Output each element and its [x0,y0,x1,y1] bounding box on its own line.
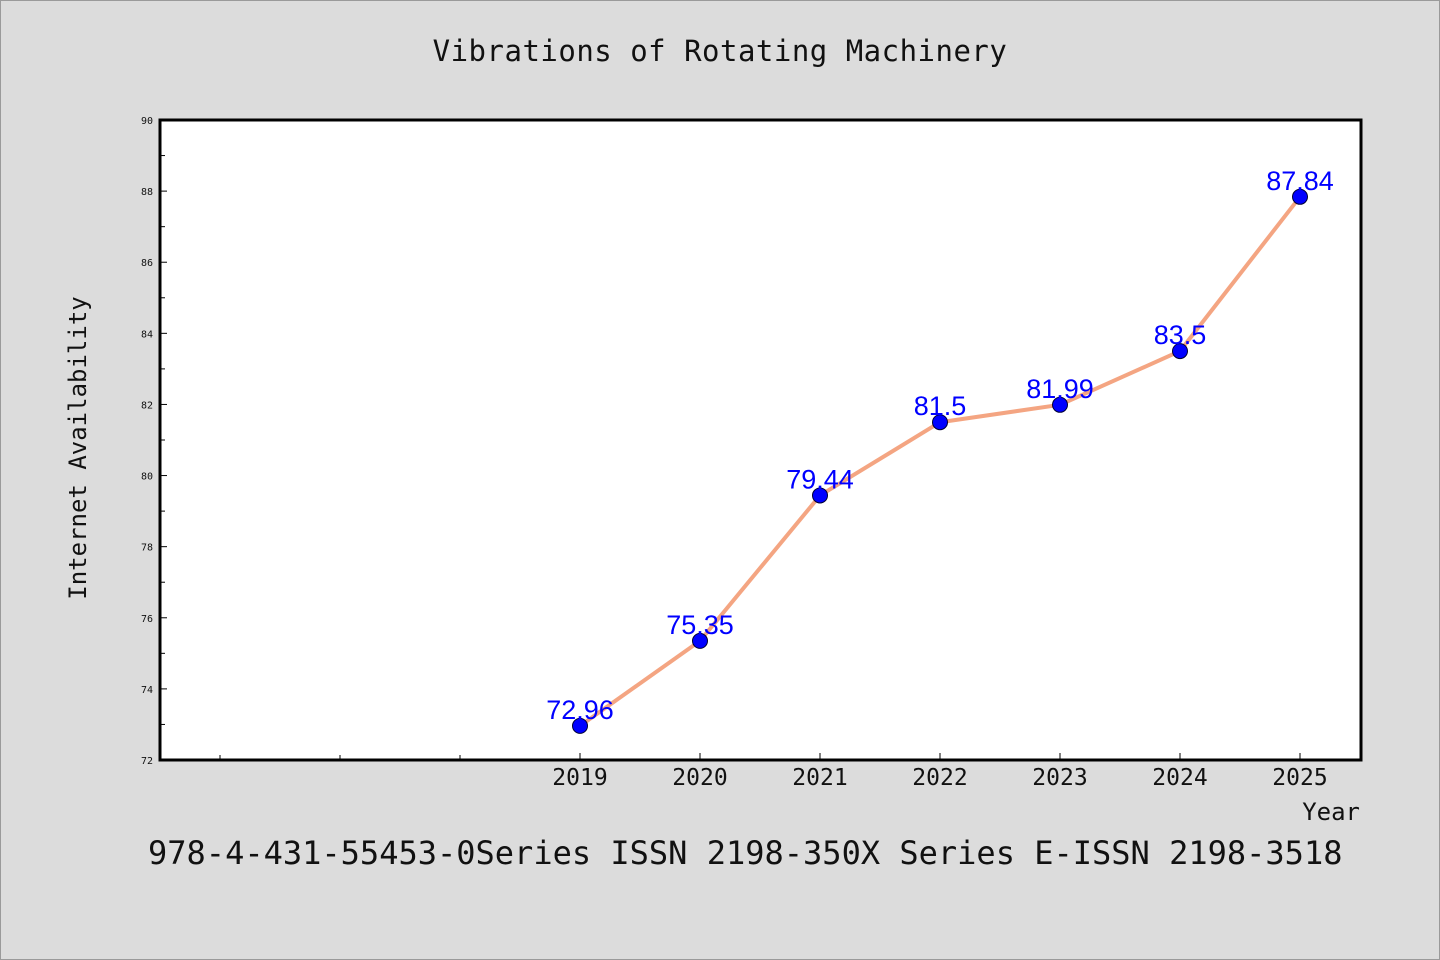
data-label: 81.99 [1026,374,1094,404]
data-point [692,632,708,649]
y-tick-label: 88 [141,187,153,198]
x-tick-label: 2021 [792,765,847,791]
data-label: 75.35 [666,610,734,640]
data-label: 72.96 [546,695,614,725]
data-label: 81.5 [914,391,967,421]
x-tick-label: 2020 [672,765,727,791]
y-tick-label: 84 [141,329,153,340]
data-point [1052,396,1068,413]
y-tick-label: 86 [141,258,153,269]
data-markers [572,188,1308,734]
chart-title: Vibrations of Rotating Machinery [432,34,1008,68]
y-tick-label: 76 [141,614,153,625]
y-tick-label: 82 [141,400,153,411]
y-tick-label: 72 [141,756,153,767]
x-tick-label: 2025 [1272,765,1327,791]
x-axis: 2019 2020 2021 2022 2023 2024 2025 [219,753,1328,791]
data-point [932,414,948,431]
data-label: 83.5 [1154,320,1207,350]
data-point [812,487,828,504]
plot-area [158,118,1363,762]
x-tick-label: 2023 [1032,765,1087,791]
data-point [572,717,588,734]
y-axis: 72 74 76 78 80 82 84 86 88 90 [141,116,167,767]
data-point [1172,343,1188,360]
data-point [1292,188,1308,205]
y-tick-label: 78 [141,543,153,554]
y-tick-label: 74 [141,685,153,696]
x-tick-label: 2019 [552,765,607,791]
x-tick-label: 2022 [912,765,967,791]
x-axis-title: Year [1302,798,1360,826]
y-tick-label: 80 [141,472,153,483]
y-axis-title: Internet Availability [64,296,92,599]
data-label: 79.44 [786,464,854,494]
y-tick-label: 90 [141,116,153,127]
data-label: 87.84 [1266,166,1334,196]
data-labels: 72.96 75.35 79.44 81.5 81.99 83.5 87.84 [546,166,1334,725]
x-tick-label: 2024 [1152,765,1207,791]
footer-isbn-issn: 978-4-431-55453-0Series ISSN 2198-350X S… [148,834,1343,872]
